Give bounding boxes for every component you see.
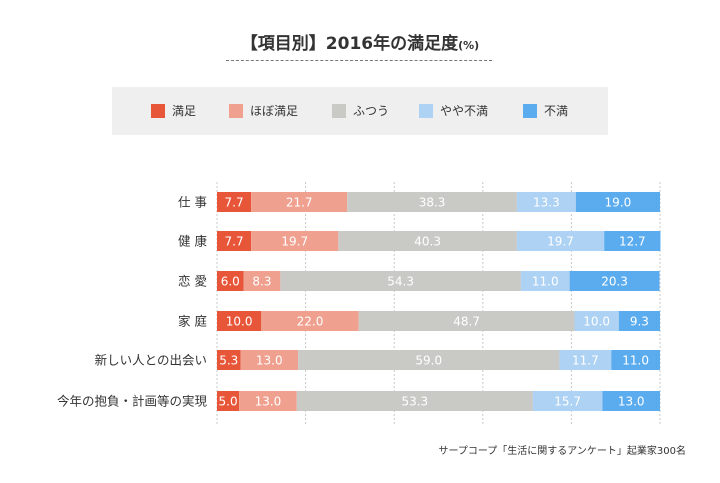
data-label: 21.7: [286, 196, 313, 210]
bar-segment: [217, 350, 241, 370]
data-label: 11.0: [532, 275, 559, 289]
bar-segment: [338, 231, 517, 251]
bar-segment: [516, 192, 576, 212]
bar-segment: [280, 271, 521, 291]
bar-segment: [516, 231, 605, 251]
legend-label: ほぼ満足: [250, 104, 299, 118]
legend-label: ふつう: [353, 104, 390, 118]
legend-swatch: [229, 104, 243, 118]
category-label: 今年の抱負・計画等の実現: [57, 394, 208, 409]
data-label: 54.3: [387, 275, 414, 289]
data-label: 40.3: [414, 235, 441, 249]
legend-swatch: [419, 104, 433, 118]
bar-segment: [602, 391, 660, 411]
category-label: 恋 愛: [178, 274, 207, 289]
data-label: 59.0: [415, 354, 442, 368]
bar-segment: [575, 192, 660, 212]
bar-segment: [240, 350, 299, 370]
legend-label: 不満: [544, 104, 569, 118]
data-label: 19.7: [281, 235, 308, 249]
data-label: 11.7: [572, 354, 599, 368]
bar-segment: [217, 271, 244, 291]
source-note: サープコープ「生活に関するアンケート」起業家300名: [438, 446, 687, 457]
bar-segment: [618, 311, 660, 331]
bar-segment: [604, 231, 661, 251]
data-label: 7.7: [225, 235, 244, 249]
data-label: 11.0: [622, 354, 649, 368]
bar-segment: [296, 391, 533, 411]
bar-segment: [611, 350, 660, 370]
chart-title: 【項目別】2016年の満足度(%): [0, 29, 720, 54]
data-label: 19.0: [605, 196, 632, 210]
bar-segment: [574, 311, 619, 331]
legend-swatch: [151, 104, 165, 118]
data-label: 22.0: [297, 315, 324, 329]
data-label: 7.7: [225, 196, 244, 210]
bar-segment: [239, 391, 297, 411]
data-label: 48.7: [453, 315, 480, 329]
data-label: 38.3: [419, 196, 446, 210]
data-label: 19.7: [547, 235, 574, 249]
data-label: 13.3: [533, 196, 560, 210]
data-label: 5.0: [219, 395, 238, 409]
category-label: 家 庭: [178, 314, 207, 329]
category-label: 健 康: [178, 234, 207, 249]
legend-swatch: [523, 104, 537, 118]
bar-segment: [251, 231, 339, 251]
bar-segment: [261, 311, 359, 331]
bar-segment: [217, 231, 252, 251]
bar-segment: [569, 271, 660, 291]
title-divider: [226, 60, 492, 61]
chart-title-text: 【項目別】2016年の満足度: [240, 34, 459, 54]
gridlines: [216, 182, 661, 425]
data-label: 15.7: [554, 395, 581, 409]
data-label: 13.0: [618, 395, 645, 409]
legend-label: やや不満: [440, 104, 489, 118]
data-label: 9.3: [630, 315, 649, 329]
bar-segment: [243, 271, 281, 291]
bar-segment: [251, 192, 348, 212]
data-label: 53.3: [401, 395, 428, 409]
data-label: 12.7: [619, 235, 646, 249]
data-label: 13.0: [255, 395, 282, 409]
bar-segment: [217, 311, 262, 331]
legend: 満足 ほぼ満足 ふつう やや不満 不満: [112, 87, 608, 135]
data-label: 10.0: [226, 315, 253, 329]
bar-segment: [347, 192, 517, 212]
bar-segment: [520, 271, 570, 291]
data-label: 20.3: [601, 275, 628, 289]
data-label: 13.0: [256, 354, 283, 368]
bar-segment: [559, 350, 612, 370]
chart-title-unit: (%): [458, 39, 480, 52]
data-label: 10.0: [583, 315, 610, 329]
data-label: 8.3: [252, 275, 271, 289]
category-label: 新しい人との出会い: [95, 353, 207, 368]
category-label: 仕 事: [178, 195, 207, 210]
bar-segment: [358, 311, 575, 331]
legend-label: 満足: [172, 104, 197, 118]
data-label: 6.0: [221, 275, 240, 289]
bar-segment: [298, 350, 560, 370]
bar-segment: [217, 391, 240, 411]
legend-swatch: [332, 104, 346, 118]
bar-segment: [217, 192, 252, 212]
data-label: 5.3: [219, 354, 238, 368]
bar-segment: [532, 391, 603, 411]
